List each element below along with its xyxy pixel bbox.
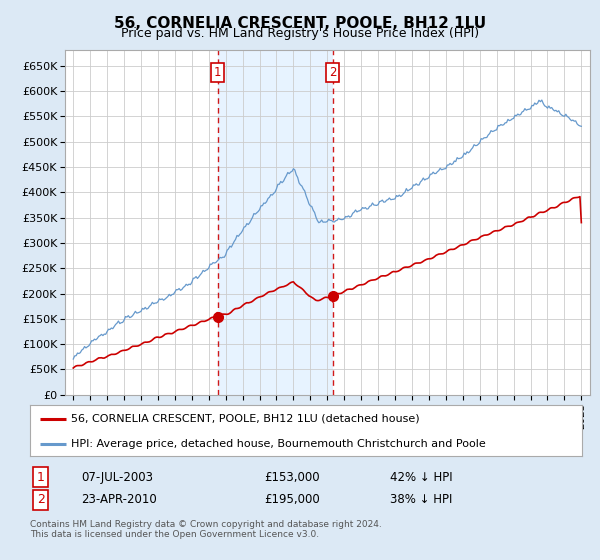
Text: £195,000: £195,000: [264, 493, 320, 506]
Text: 56, CORNELIA CRESCENT, POOLE, BH12 1LU: 56, CORNELIA CRESCENT, POOLE, BH12 1LU: [114, 16, 486, 31]
Text: Contains HM Land Registry data © Crown copyright and database right 2024.
This d: Contains HM Land Registry data © Crown c…: [30, 520, 382, 539]
Text: 38% ↓ HPI: 38% ↓ HPI: [390, 493, 452, 506]
Text: 2: 2: [329, 66, 336, 79]
Bar: [218, 50, 332, 395]
Text: HPI: Average price, detached house, Bournemouth Christchurch and Poole: HPI: Average price, detached house, Bour…: [71, 438, 486, 449]
Text: 2: 2: [37, 493, 45, 506]
Text: 56, CORNELIA CRESCENT, POOLE, BH12 1LU (detached house): 56, CORNELIA CRESCENT, POOLE, BH12 1LU (…: [71, 414, 420, 424]
Text: Price paid vs. HM Land Registry's House Price Index (HPI): Price paid vs. HM Land Registry's House …: [121, 27, 479, 40]
Text: 42% ↓ HPI: 42% ↓ HPI: [390, 470, 452, 484]
Text: £153,000: £153,000: [264, 470, 320, 484]
Text: 23-APR-2010: 23-APR-2010: [81, 493, 157, 506]
Text: 1: 1: [214, 66, 221, 79]
Text: 07-JUL-2003: 07-JUL-2003: [81, 470, 153, 484]
Text: 1: 1: [37, 470, 45, 484]
